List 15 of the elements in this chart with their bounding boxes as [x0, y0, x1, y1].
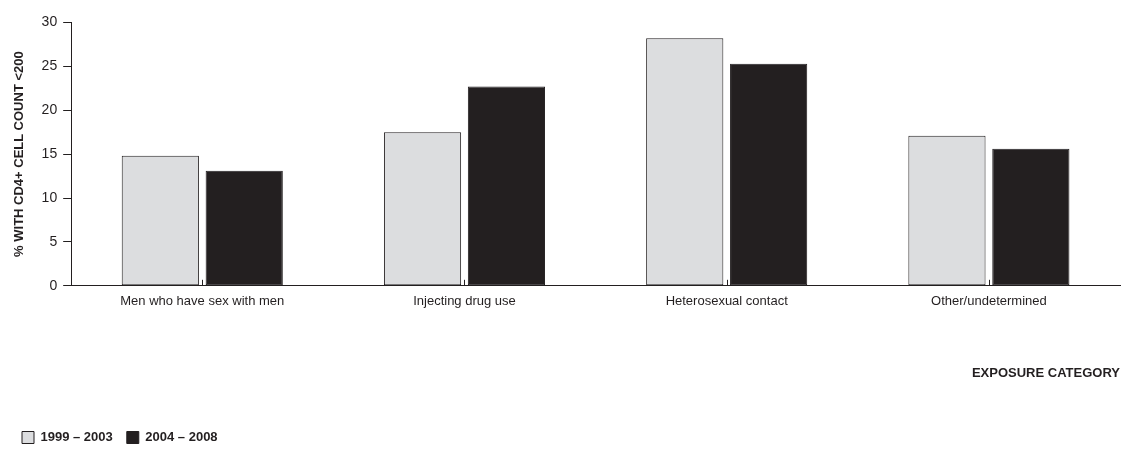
y-tick-label: 20 — [41, 101, 58, 118]
x-tick-label: Injecting drug use — [413, 293, 516, 309]
y-tick-label: 30 — [41, 13, 58, 30]
x-tick-label: Other/undetermined — [931, 293, 1047, 309]
legend-label: 1999 – 2003 — [40, 429, 113, 445]
y-tick-label: 5 — [49, 232, 58, 249]
x-axis-title: EXPOSURE CATEGORY — [971, 364, 1121, 380]
x-tick-label: Men who have sex with men — [120, 293, 285, 309]
y-tick-label: 25 — [41, 57, 58, 74]
y-axis-title: % WITH CD4+ CELL COUNT <200 — [11, 51, 27, 257]
legend-label: 2004 – 2008 — [145, 429, 218, 445]
y-tick-label: 15 — [41, 144, 58, 161]
x-tick-label: Heterosexual contact — [665, 293, 789, 309]
y-tick-label: 10 — [41, 188, 58, 205]
y-tick-label: 0 — [49, 276, 58, 293]
